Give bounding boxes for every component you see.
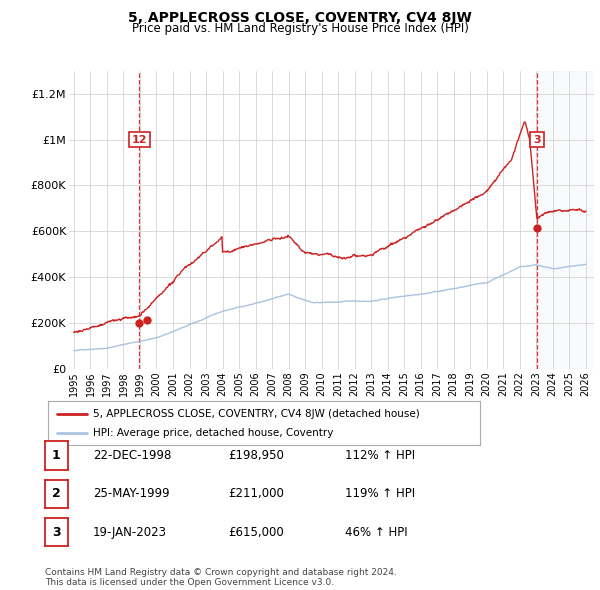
Text: £211,000: £211,000 <box>228 487 284 500</box>
Text: 119% ↑ HPI: 119% ↑ HPI <box>345 487 415 500</box>
Text: 5, APPLECROSS CLOSE, COVENTRY, CV4 8JW: 5, APPLECROSS CLOSE, COVENTRY, CV4 8JW <box>128 11 472 25</box>
Text: Price paid vs. HM Land Registry's House Price Index (HPI): Price paid vs. HM Land Registry's House … <box>131 22 469 35</box>
Text: 19-JAN-2023: 19-JAN-2023 <box>93 526 167 539</box>
Text: £615,000: £615,000 <box>228 526 284 539</box>
Text: 2: 2 <box>52 487 61 500</box>
Text: Contains HM Land Registry data © Crown copyright and database right 2024.
This d: Contains HM Land Registry data © Crown c… <box>45 568 397 587</box>
Text: 25-MAY-1999: 25-MAY-1999 <box>93 487 170 500</box>
Bar <box>536 71 594 369</box>
Text: 5, APPLECROSS CLOSE, COVENTRY, CV4 8JW (detached house): 5, APPLECROSS CLOSE, COVENTRY, CV4 8JW (… <box>94 409 420 418</box>
Text: 112% ↑ HPI: 112% ↑ HPI <box>345 449 415 462</box>
Text: 22-DEC-1998: 22-DEC-1998 <box>93 449 172 462</box>
Text: HPI: Average price, detached house, Coventry: HPI: Average price, detached house, Cove… <box>94 428 334 438</box>
Text: 1: 1 <box>52 449 61 462</box>
Text: 46% ↑ HPI: 46% ↑ HPI <box>345 526 407 539</box>
Text: £198,950: £198,950 <box>228 449 284 462</box>
Text: 3: 3 <box>52 526 61 539</box>
Text: 3: 3 <box>533 135 541 145</box>
Text: 12: 12 <box>132 135 147 145</box>
